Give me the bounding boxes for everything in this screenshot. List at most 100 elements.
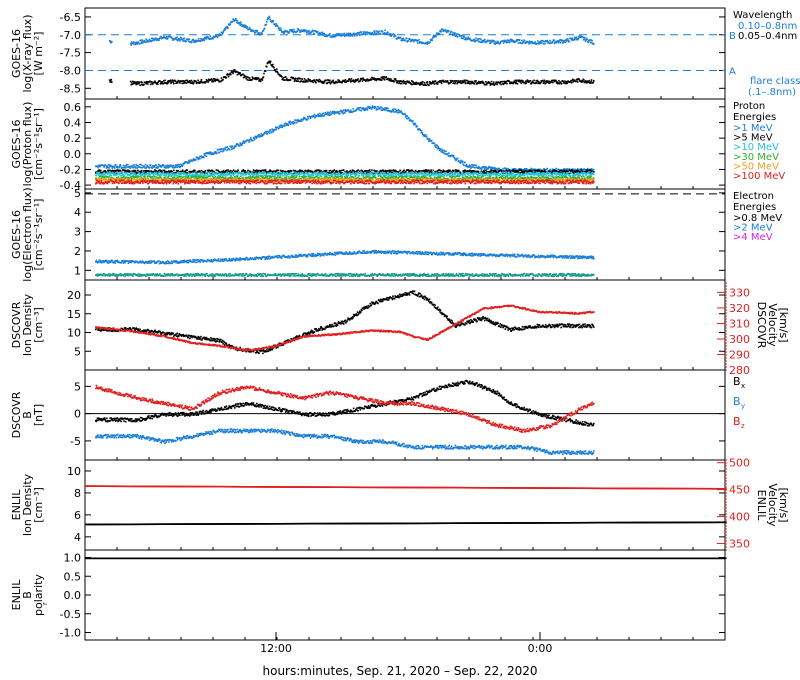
data-point xyxy=(544,82,546,85)
data-point xyxy=(365,32,367,35)
data-point xyxy=(139,163,141,166)
data-point xyxy=(140,83,143,86)
data-point xyxy=(283,31,286,34)
data-point xyxy=(483,170,486,173)
data-point xyxy=(220,80,222,83)
data-point xyxy=(102,164,105,167)
data-point xyxy=(177,164,180,166)
data-point xyxy=(319,79,322,82)
data-point xyxy=(441,28,444,31)
data-point xyxy=(367,175,369,178)
data-point xyxy=(585,39,587,41)
data-point xyxy=(481,41,484,44)
data-point xyxy=(356,79,359,81)
y-tick-label: -8.0 xyxy=(60,64,81,77)
data-point xyxy=(285,77,288,80)
data-point xyxy=(530,82,533,85)
data-point xyxy=(517,39,519,41)
data-point xyxy=(380,76,383,79)
data-point xyxy=(238,71,240,74)
data-point xyxy=(138,43,141,45)
data-point xyxy=(275,128,277,131)
data-point xyxy=(308,78,310,81)
data-point xyxy=(440,82,443,85)
data-point xyxy=(438,32,441,35)
data-point xyxy=(527,79,529,82)
data-point xyxy=(316,30,319,33)
data-point xyxy=(320,175,322,178)
data-point xyxy=(248,28,250,30)
data-point xyxy=(553,171,555,174)
data-point xyxy=(505,40,508,43)
data-point xyxy=(322,34,325,37)
data-point xyxy=(222,78,224,81)
data-point xyxy=(450,81,452,84)
data-point xyxy=(216,36,219,39)
data-point xyxy=(215,169,218,171)
data-point xyxy=(586,81,588,84)
data-point xyxy=(463,171,466,174)
data-point xyxy=(449,79,452,82)
data-point xyxy=(205,155,208,158)
data-point xyxy=(137,81,140,83)
data-point xyxy=(520,82,523,85)
data-point xyxy=(387,77,390,80)
data-point xyxy=(278,174,280,176)
data-point xyxy=(474,81,477,83)
data-point xyxy=(451,34,454,37)
data-point xyxy=(198,156,201,159)
data-point xyxy=(263,28,265,31)
data-point xyxy=(582,36,585,39)
data-point xyxy=(150,37,153,40)
data-point xyxy=(200,78,203,81)
data-point xyxy=(579,174,582,177)
data-point xyxy=(435,32,438,35)
data-point xyxy=(553,79,555,82)
data-point xyxy=(454,81,457,83)
data-point xyxy=(223,29,225,31)
data-point xyxy=(281,173,284,175)
data-point xyxy=(199,170,201,173)
data-point xyxy=(578,79,581,81)
data-point xyxy=(127,169,129,171)
data-point xyxy=(480,171,483,174)
data-point xyxy=(230,176,232,178)
data-point xyxy=(420,83,422,86)
data-point xyxy=(131,83,134,85)
data-point xyxy=(512,82,515,84)
data-point xyxy=(479,82,482,84)
data-point xyxy=(353,81,356,83)
data-point xyxy=(269,129,272,132)
data-point xyxy=(579,35,581,37)
data-point xyxy=(148,38,151,41)
data-point xyxy=(344,172,347,174)
data-point xyxy=(487,81,490,83)
data-point xyxy=(319,112,321,115)
data-point xyxy=(467,80,470,83)
data-point xyxy=(375,79,378,82)
data-point xyxy=(95,174,98,177)
data-point xyxy=(192,82,195,84)
data-point xyxy=(528,42,530,45)
data-point xyxy=(179,82,181,84)
data-point xyxy=(200,174,202,177)
data-point xyxy=(266,132,269,135)
data-point xyxy=(204,36,206,39)
data-point xyxy=(214,80,217,82)
data-point xyxy=(270,21,273,23)
data-point xyxy=(378,78,380,81)
data-point xyxy=(167,81,170,84)
data-point xyxy=(182,82,185,85)
data-point xyxy=(339,33,341,35)
data-point xyxy=(358,174,360,177)
data-point xyxy=(191,159,193,161)
data-point xyxy=(464,82,467,85)
data-point xyxy=(419,84,421,86)
data-point xyxy=(564,41,567,44)
data-point xyxy=(137,164,139,167)
data-point xyxy=(456,81,459,84)
data-point xyxy=(160,82,163,85)
data-point xyxy=(192,159,194,161)
data-point xyxy=(276,70,279,73)
data-point xyxy=(486,174,488,177)
